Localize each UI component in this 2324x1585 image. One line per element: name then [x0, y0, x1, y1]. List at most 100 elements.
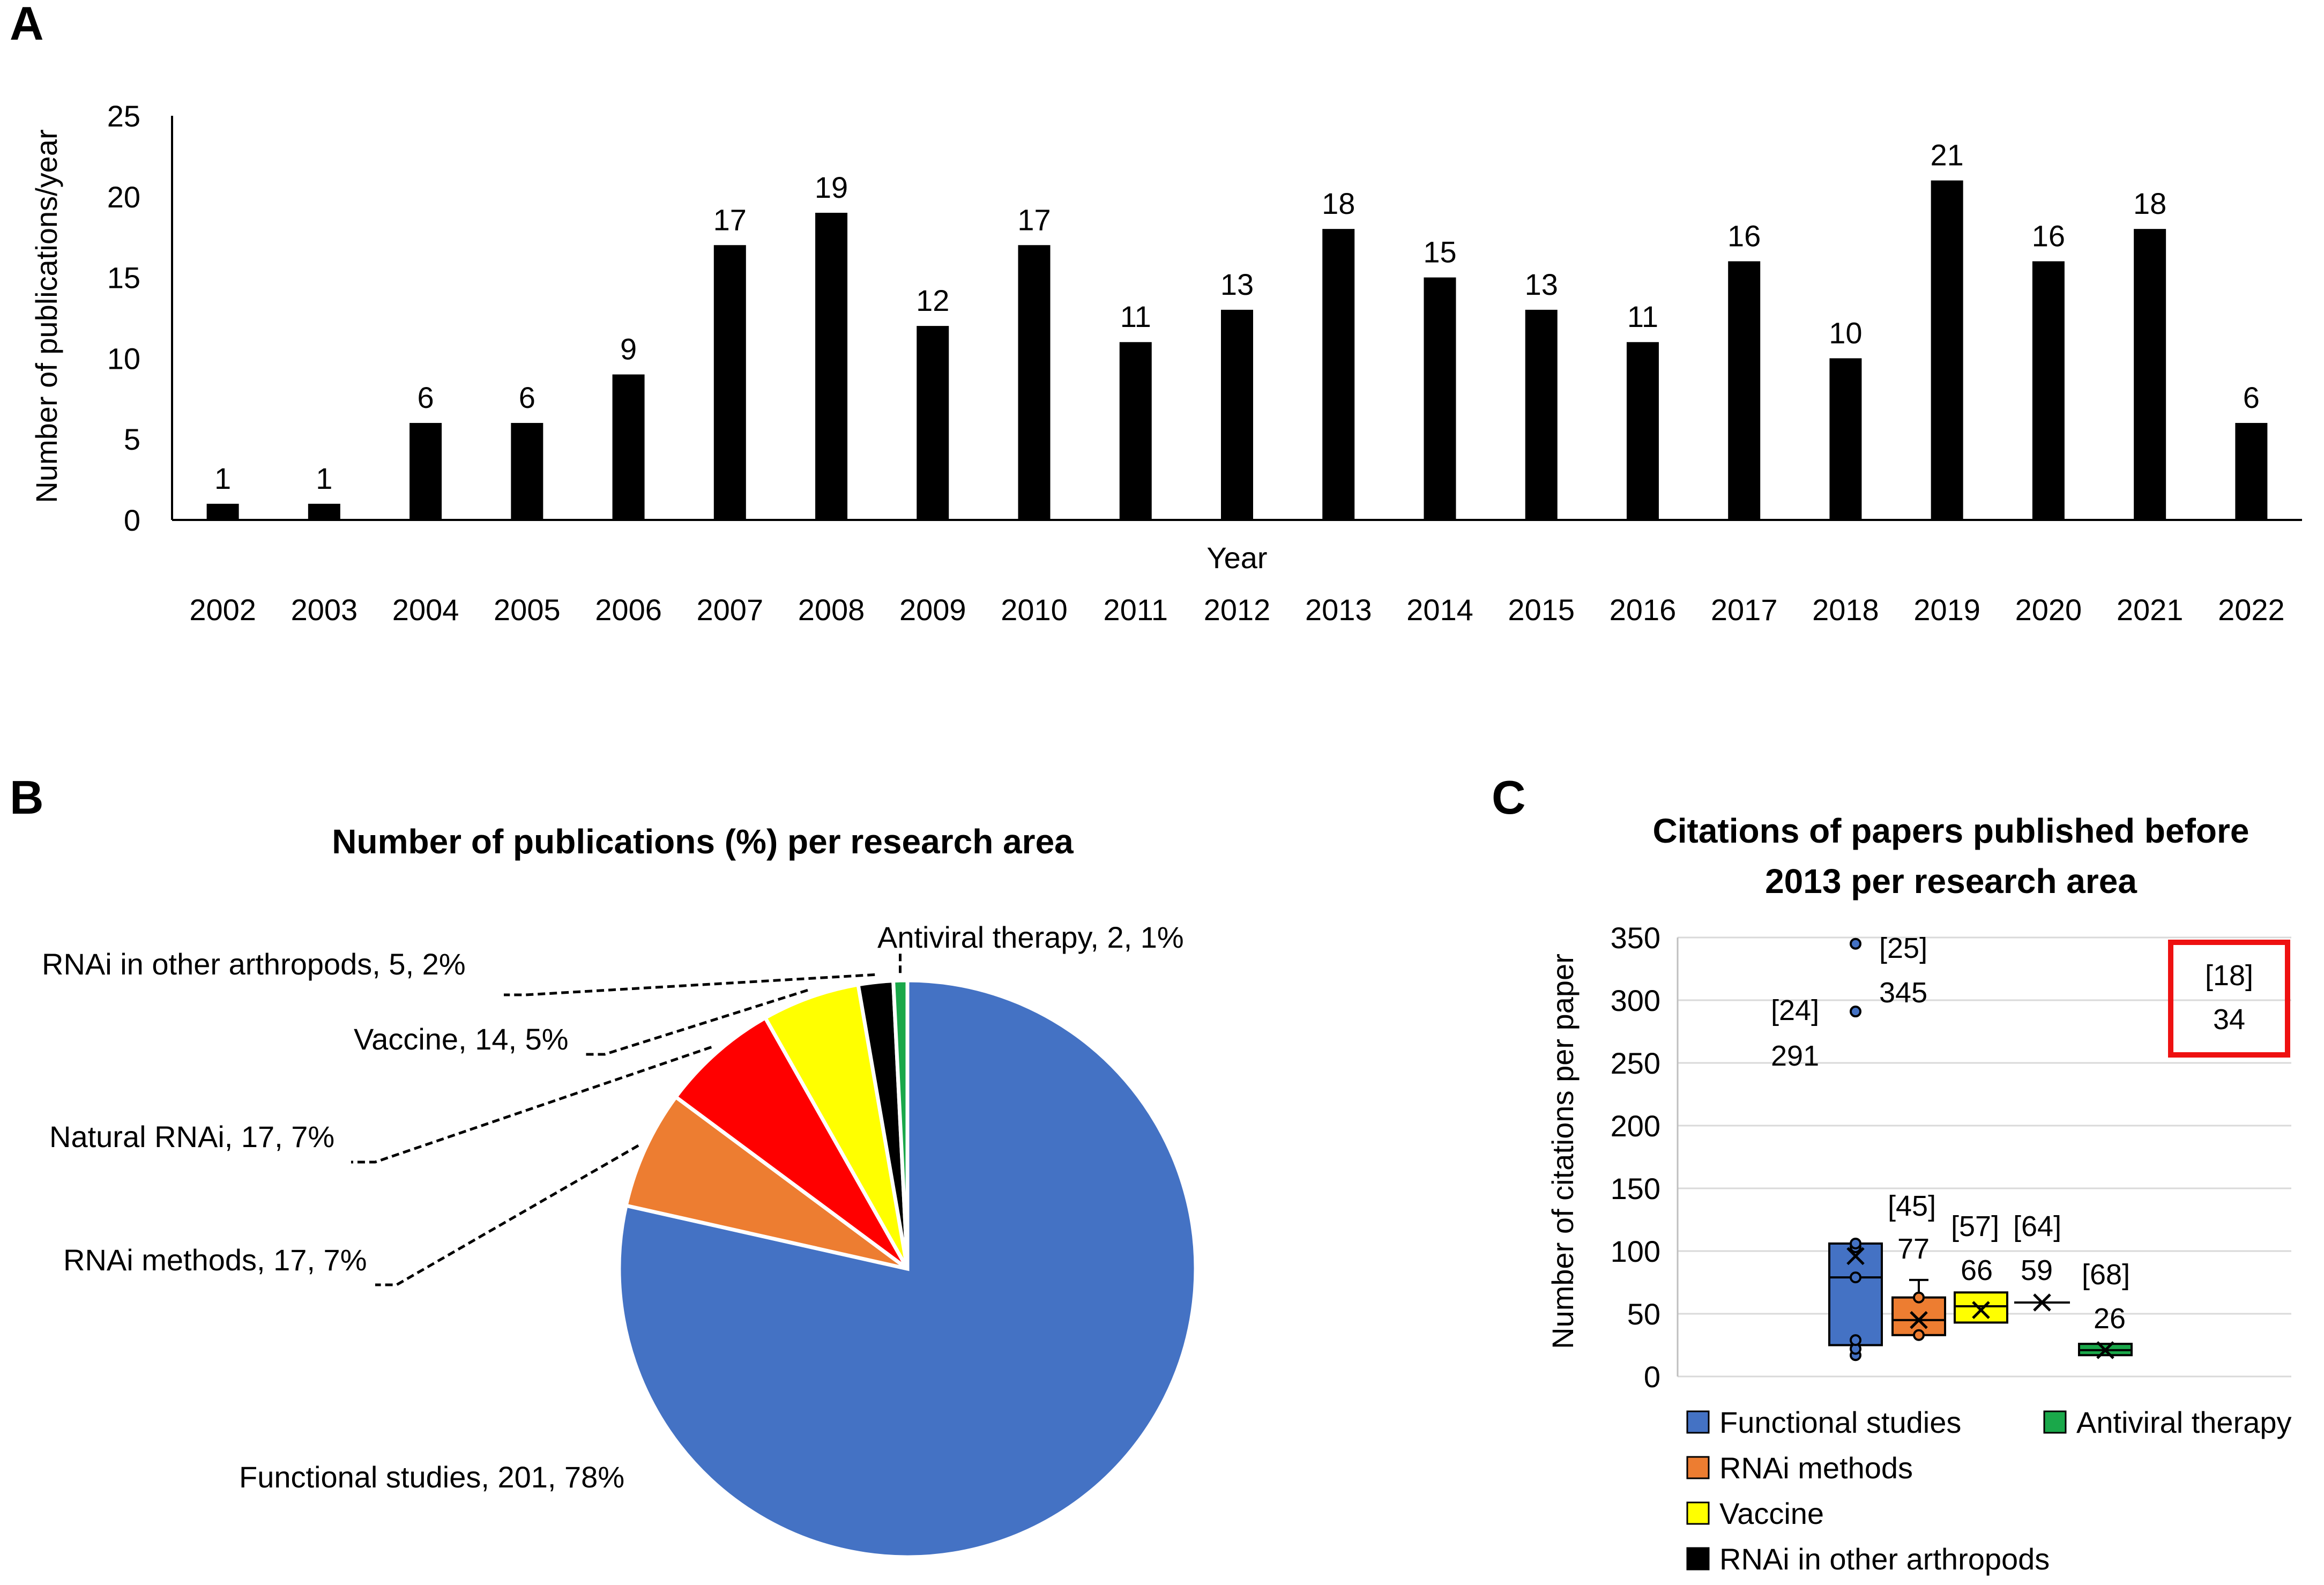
bar-value-label-2018: 10 — [1829, 316, 1862, 349]
legend-swatch-vaccine — [1686, 1501, 1710, 1525]
c-mean-marker — [2033, 1293, 2051, 1312]
bar-2019 — [1931, 180, 1963, 520]
c-annot-value-26: 26 — [2094, 1303, 2126, 1335]
bar-value-label-2002: 1 — [214, 462, 231, 495]
pie-leader-line — [504, 973, 875, 996]
pie-slice-vaccine — [763, 982, 910, 1270]
x-tick-2015: 2015 — [1508, 593, 1575, 627]
a-y-tick-label: 10 — [107, 341, 140, 375]
bar-2016 — [1626, 342, 1659, 520]
c-y-tick-label: 300 — [1611, 984, 1660, 1017]
bar-value-label-2010: 17 — [1017, 203, 1051, 236]
legend-swatch-functional — [1686, 1410, 1710, 1434]
pie-label-rnai-in-other-arthropods: RNAi in other arthropods, 5, 2% — [42, 947, 466, 981]
bar-value-label-2015: 13 — [1525, 267, 1558, 301]
c-mean-marker — [1910, 1311, 1928, 1329]
bar-2022 — [2235, 423, 2268, 520]
a-y-tick-label: 20 — [107, 180, 140, 214]
c-annot-value-66: 66 — [1961, 1254, 1993, 1286]
c-highlight-box — [2168, 940, 2290, 1058]
legend-swatch-methods — [1686, 1456, 1710, 1479]
bar-value-label-2003: 1 — [316, 462, 332, 495]
bar-2009 — [917, 326, 949, 520]
bar-2005 — [511, 423, 543, 520]
bar-value-label-2008: 19 — [815, 170, 848, 204]
bar-2021 — [2134, 229, 2166, 520]
x-tick-2022: 2022 — [2218, 593, 2285, 627]
a-y-tick-label: 15 — [107, 261, 140, 295]
b-chart-title: Number of publications (%) per research … — [332, 822, 1074, 861]
legend-label-methods: RNAi methods — [1719, 1451, 1913, 1485]
c-y-tick-label: 250 — [1611, 1046, 1660, 1080]
c-mean-marker — [1972, 1301, 1990, 1319]
legend-label-arthropods: RNAi in other arthropods — [1719, 1542, 2050, 1576]
a-y-tick-label: 25 — [107, 99, 140, 133]
x-tick-2010: 2010 — [1001, 593, 1068, 627]
bar-2008 — [815, 212, 848, 520]
c-data-point — [1913, 1329, 1925, 1341]
x-tick-2020: 2020 — [2015, 593, 2082, 627]
pie-label-antiviral-therapy: Antiviral therapy, 2, 1% — [877, 920, 1184, 954]
pie-slice-antiviral-therapy — [891, 978, 910, 1269]
c-y-tick-label: 50 — [1627, 1297, 1660, 1331]
bar-value-label-2016: 11 — [1627, 300, 1658, 333]
c-outlier-point — [1850, 1006, 1861, 1018]
c-data-point — [1850, 1334, 1861, 1346]
bar-2013 — [1322, 229, 1355, 520]
pie-label-functional-studies: Functional studies, 201, 78% — [239, 1460, 624, 1494]
x-tick-2014: 2014 — [1406, 593, 1473, 627]
pie-label-vaccine: Vaccine, 14, 5% — [354, 1022, 569, 1056]
c-box-functional-studies — [1828, 1242, 1883, 1346]
a-y-tick-label: 0 — [124, 503, 140, 537]
pie-leader-line — [375, 1144, 639, 1286]
x-tick-2017: 2017 — [1711, 593, 1778, 627]
c-highlight-ref: [18] — [2205, 959, 2253, 992]
c-annot-ref-64: [64] — [2013, 1210, 2061, 1242]
bar-2017 — [1728, 261, 1761, 520]
c-y-tick-label: 200 — [1611, 1109, 1660, 1143]
c-y-tick-label: 0 — [1644, 1360, 1660, 1394]
bar-value-label-2020: 16 — [2032, 219, 2065, 252]
c-outlier-point — [1850, 937, 1861, 950]
x-tick-2004: 2004 — [392, 593, 459, 627]
bar-2010 — [1018, 245, 1051, 520]
bar-value-label-2017: 16 — [1727, 219, 1761, 252]
c-data-point — [1850, 1271, 1861, 1284]
pie-leader-line — [583, 988, 808, 1056]
legend-label-vaccine: Vaccine — [1719, 1497, 1824, 1530]
bar-2004 — [409, 423, 442, 520]
bar-2012 — [1221, 309, 1253, 520]
x-tick-2021: 2021 — [2117, 593, 2184, 627]
legend-swatch-arthropods — [1686, 1547, 1710, 1571]
bar-2003 — [308, 503, 340, 520]
bar-2018 — [1829, 358, 1862, 520]
x-tick-2009: 2009 — [899, 593, 966, 627]
bar-value-label-2009: 12 — [916, 284, 949, 317]
panel-label-c: C — [1492, 771, 1526, 824]
bar-value-label-2012: 13 — [1220, 267, 1254, 301]
x-tick-2005: 2005 — [494, 593, 561, 627]
bar-value-label-2022: 6 — [2243, 381, 2260, 414]
bar-2011 — [1119, 342, 1152, 520]
c-annot-value-59: 59 — [2021, 1254, 2053, 1286]
x-tick-2008: 2008 — [798, 593, 865, 627]
x-tick-2002: 2002 — [189, 593, 256, 627]
bar-2020 — [2032, 261, 2065, 520]
pie-leader-line — [351, 1046, 712, 1164]
bar-value-label-2021: 18 — [2133, 187, 2166, 220]
c-annot-ref-25: [25] — [1879, 932, 1927, 964]
bar-2015 — [1525, 309, 1558, 520]
legend-label-antiviral: Antiviral therapy — [2076, 1405, 2292, 1439]
c-annot-ref-57: [57] — [1951, 1210, 1999, 1242]
pie-label-rnai-methods: RNAi methods, 17, 7% — [63, 1243, 367, 1277]
c-chart-title-line-2: 2013 per research area — [1765, 862, 2137, 901]
c-mean-marker — [1846, 1247, 1865, 1266]
bar-value-label-2019: 21 — [1931, 138, 1964, 172]
bar-value-label-2014: 15 — [1423, 235, 1456, 269]
legend-swatch-antiviral — [2043, 1410, 2067, 1434]
c-data-point — [1913, 1291, 1925, 1304]
x-tick-2011: 2011 — [1104, 593, 1168, 627]
bar-value-label-2006: 9 — [620, 332, 637, 366]
pie-chart-publications-per-area: Number of publications (%) per research … — [42, 822, 1198, 1559]
